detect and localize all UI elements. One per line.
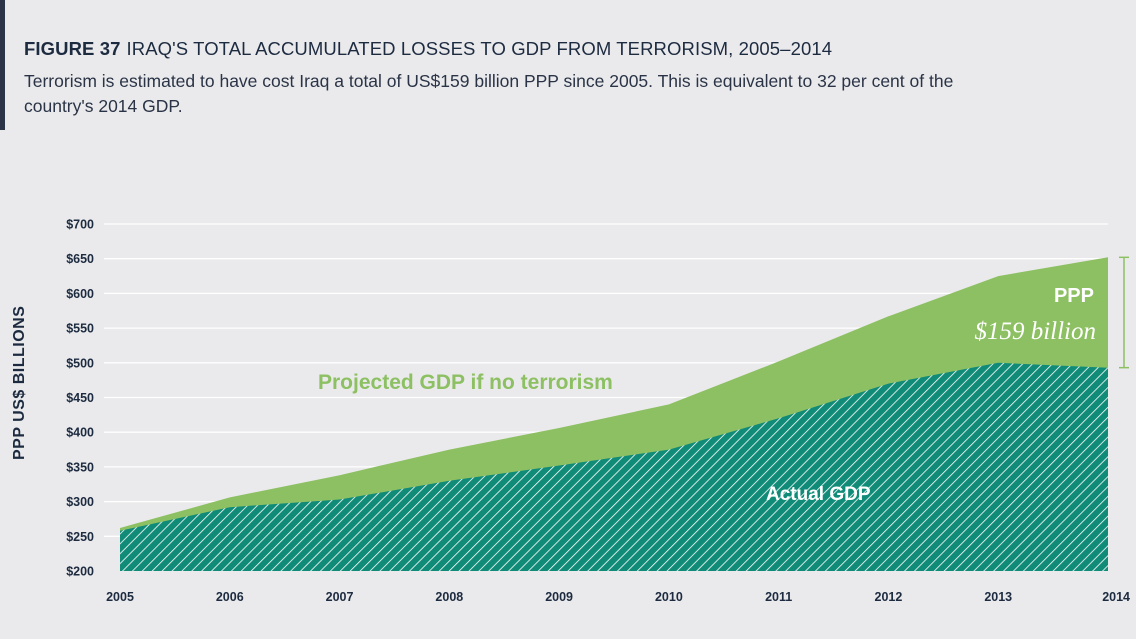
y-tick-label: $700 (66, 218, 94, 232)
y-tick-label: $350 (66, 460, 94, 474)
y-tick-label: $450 (66, 391, 94, 405)
y-tick-label: $400 (66, 426, 94, 440)
x-tick-label: 2006 (216, 590, 244, 604)
figure-number: FIGURE 37 (24, 38, 121, 59)
actual-gdp-label: Actual GDP (766, 484, 871, 505)
y-tick-label: $600 (66, 287, 94, 301)
gap-bracket (1119, 256, 1129, 369)
y-tick-label: $200 (66, 565, 94, 579)
x-tick-label: 2008 (435, 590, 463, 604)
x-tick-label: 2010 (655, 590, 683, 604)
x-tick-label: 2014 (1102, 590, 1130, 604)
y-tick-label: $500 (66, 356, 94, 370)
projected-gdp-label: Projected GDP if no terrorism (318, 371, 613, 394)
x-tick-label: 2005 (106, 590, 134, 604)
y-tick-label: $250 (66, 530, 94, 544)
x-tick-label: 2012 (875, 590, 903, 604)
figure-subtitle: Terrorism is estimated to have cost Iraq… (24, 71, 954, 116)
figure-title-line: FIGURE 37 IRAQ'S TOTAL ACCUMULATED LOSSES… (24, 38, 1114, 60)
y-tick-label: $550 (66, 322, 94, 336)
y-tick-label: $300 (66, 495, 94, 509)
actual-gdp-area (120, 362, 1108, 571)
x-tick-label: 2007 (326, 590, 354, 604)
accent-bar (0, 0, 5, 130)
figure-header: FIGURE 37 IRAQ'S TOTAL ACCUMULATED LOSSES… (24, 38, 1114, 119)
gap-amount-label: $159 billion (974, 318, 1096, 345)
figure-title: IRAQ'S TOTAL ACCUMULATED LOSSES TO GDP F… (126, 38, 833, 59)
x-tick-label: 2009 (545, 590, 573, 604)
y-axis-label: PPP US$ BILLIONS (11, 306, 28, 460)
gap-ppp-label: PPP (1054, 285, 1094, 307)
x-tick-label: 2013 (984, 590, 1012, 604)
y-tick-label: $650 (66, 252, 94, 266)
x-tick-label: 2011 (765, 590, 792, 604)
